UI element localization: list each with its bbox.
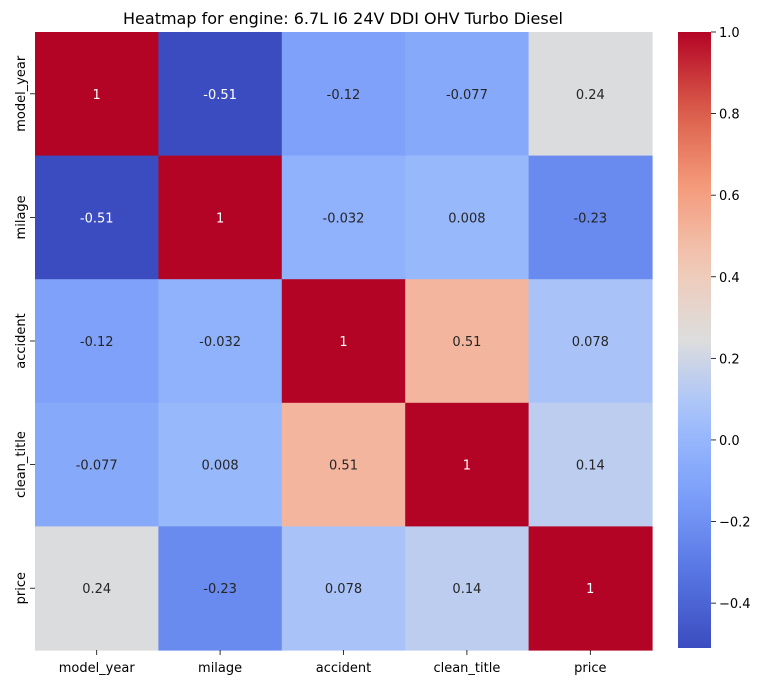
x-tick-label: milage — [198, 661, 242, 676]
cell-annotation: -0.12 — [327, 88, 361, 103]
heatmap-cell — [158, 279, 283, 404]
cell-annotation: -0.032 — [323, 211, 365, 226]
heatmap-cell — [281, 526, 406, 651]
heatmap-cell — [528, 155, 653, 280]
y-tick-label: clean_title — [14, 431, 29, 498]
colorbar-tick-label: 1.0 — [719, 26, 740, 41]
cell-annotation: -0.077 — [446, 88, 488, 103]
heatmap-cell — [405, 279, 530, 404]
heatmap-cell — [528, 526, 653, 651]
cell-annotation: 0.008 — [448, 211, 485, 226]
cell-annotation: 0.51 — [452, 335, 481, 350]
cell-annotation: 0.24 — [82, 582, 111, 597]
cell-annotation: 1 — [339, 335, 347, 350]
heatmap-cell — [158, 32, 283, 157]
cell-annotation: -0.51 — [203, 88, 237, 103]
heatmap-cell — [528, 32, 653, 157]
cell-annotation: 0.14 — [576, 459, 605, 474]
x-tick-label: price — [574, 661, 606, 676]
heatmap-cell — [35, 402, 159, 527]
heatmap-cell — [405, 32, 530, 157]
cell-annotation: -0.23 — [203, 582, 237, 597]
heatmap-cells — [35, 32, 653, 651]
cell-annotation: 1 — [586, 582, 594, 597]
cell-annotation: -0.12 — [80, 335, 114, 350]
y-tick-label: accident — [14, 313, 29, 368]
cell-annotation: 0.51 — [329, 459, 358, 474]
cell-annotation: 0.14 — [452, 582, 481, 597]
colorbar-gradient — [678, 32, 711, 648]
heatmap-cell — [405, 402, 530, 527]
cell-annotation: -0.077 — [76, 459, 118, 474]
x-axis: model_year milage accident clean_title price — [59, 650, 606, 676]
cell-annotation: 1 — [216, 211, 224, 226]
heatmap-cell — [35, 155, 159, 280]
heatmap-cell — [281, 279, 406, 404]
cell-annotations: 1 -0.51 -0.12 -0.077 0.24 -0.51 1 -0.032 0.008 -0… — [76, 88, 609, 597]
heatmap-cell — [528, 279, 653, 404]
colorbar-tick-label: 0.0 — [719, 434, 740, 449]
colorbar-tick-label: 0.2 — [719, 352, 740, 367]
chart-title: Heatmap for engine: 6.7L I6 24V DDI OHV … — [123, 9, 563, 28]
x-tick-label: clean_title — [433, 661, 500, 676]
x-tick-label: accident — [316, 661, 371, 676]
cell-annotation: -0.032 — [199, 335, 241, 350]
y-tick-label: model_year — [14, 55, 29, 132]
heatmap-cell — [528, 402, 653, 527]
cell-annotation: -0.51 — [80, 211, 114, 226]
heatmap-cell — [405, 155, 530, 280]
heatmap-cell — [158, 155, 283, 280]
heatmap-cell — [35, 32, 159, 157]
heatmap-cell — [35, 279, 159, 404]
heatmap-cell — [405, 526, 530, 651]
colorbar-tick-label: −0.4 — [719, 597, 751, 612]
cell-annotation: 0.078 — [325, 582, 362, 597]
heatmap-cell — [35, 526, 159, 651]
y-tick-label: milage — [14, 195, 29, 239]
colorbar-tick-label: 0.8 — [719, 108, 740, 123]
heatmap-cell — [281, 402, 406, 527]
cell-annotation: 1 — [93, 88, 101, 103]
colorbar: −0.4 −0.2 0.0 0.2 0.4 0.6 0.8 1.0 — [678, 26, 751, 648]
heatmap-cell — [281, 32, 406, 157]
heatmap-cell — [281, 155, 406, 280]
heatmap-cell — [158, 526, 283, 651]
cell-annotation: 0.078 — [572, 335, 609, 350]
colorbar-tick-label: −0.2 — [719, 516, 751, 531]
x-tick-label: model_year — [59, 661, 136, 676]
heatmap-cell — [158, 402, 283, 527]
cell-annotation: 1 — [463, 459, 471, 474]
cell-annotation: -0.23 — [573, 211, 607, 226]
colorbar-tick-label: 0.6 — [719, 189, 740, 204]
cell-annotation: 0.24 — [576, 88, 605, 103]
y-tick-label: price — [14, 572, 29, 604]
colorbar-tick-label: 0.4 — [719, 271, 740, 286]
cell-annotation: 0.008 — [201, 459, 238, 474]
